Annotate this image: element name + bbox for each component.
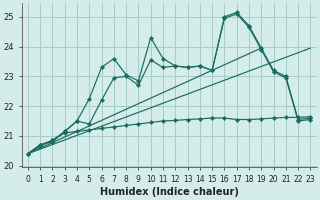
X-axis label: Humidex (Indice chaleur): Humidex (Indice chaleur) (100, 187, 239, 197)
